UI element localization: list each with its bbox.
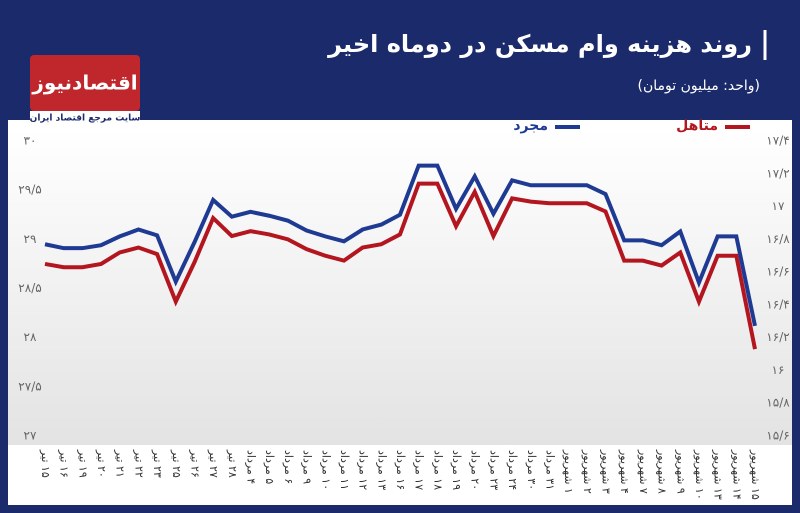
- tagline-box: [30, 111, 140, 125]
- x-tick-label: ۸ شهریور: [656, 449, 669, 494]
- x-tick-label: ۱۶ تیر: [58, 449, 71, 478]
- plot-background: [8, 130, 792, 445]
- y2-tick-label: ۱۶/۲: [766, 330, 789, 344]
- x-tick-label: ۱۹ تیر: [76, 449, 89, 478]
- x-tick-label: ۱۳ شهریور: [712, 449, 725, 500]
- x-tick-label: ۲۵ تیر: [170, 449, 183, 478]
- x-tick-label: ۱۵ تیر: [39, 449, 52, 478]
- x-tick-label: ۱ شهریور: [562, 449, 575, 494]
- y2-tick-label: ۱۶/۶: [766, 265, 789, 279]
- x-tick-label: ۳۱ مرداد: [543, 450, 556, 490]
- x-tick-label: ۱۵ شهریور: [749, 449, 762, 500]
- series-line: [44, 163, 757, 327]
- x-tick-label: ۱۹ مرداد: [450, 450, 463, 490]
- y-tick-label: ۲۸: [24, 330, 37, 344]
- x-tick-label: ۴ مرداد: [245, 450, 258, 484]
- y2-tick-label: ۱۷/۴: [766, 134, 789, 148]
- y2-tick-label: ۱۷: [772, 199, 785, 213]
- x-tick-label: ۲۸ تیر: [226, 449, 239, 478]
- x-tick-label: ۹ شهریور: [674, 449, 687, 494]
- x-tick-label: ۳ شهریور: [600, 449, 613, 494]
- x-tick-label: ۶ مرداد: [282, 450, 295, 484]
- x-tick-label: ۹ مرداد: [301, 450, 314, 484]
- x-tick-label: ۲۷ تیر: [207, 449, 220, 478]
- y2-tick-label: ۱۶/۸: [766, 232, 790, 246]
- y-tick-label: ۲۹: [24, 232, 37, 246]
- legend-label: مجرد: [513, 118, 548, 134]
- x-tick-label: ۱۱ مرداد: [338, 450, 351, 490]
- x-tick-label: ۵ مرداد: [263, 450, 276, 484]
- x-tick-label: ۲ شهریور: [581, 449, 594, 494]
- x-tick-label: ۲۴ مرداد: [506, 450, 519, 490]
- x-tick-label: ۱۳ مرداد: [375, 450, 388, 490]
- x-tick-label: ۱۴ شهریور: [730, 449, 743, 500]
- y2-tick-label: ۱۷/۲: [766, 166, 789, 180]
- x-tick-label: ۴ شهریور: [618, 449, 631, 494]
- y2-tick-label: ۱۶: [772, 363, 785, 377]
- x-tick-label: ۳۰ مرداد: [525, 450, 538, 490]
- x-tick-label: ۲۰ مرداد: [469, 450, 482, 490]
- series-line: [44, 181, 757, 350]
- x-tick-label: ۲۶ تیر: [188, 449, 201, 478]
- y-tick-label: ۳۰: [24, 134, 37, 148]
- y2-tick-label: ۱۵/۸: [766, 396, 790, 410]
- tagline: سایت مرجع اقتصاد ایران: [30, 114, 141, 124]
- y2-tick-label: ۱۵/۶: [766, 429, 789, 443]
- x-tick-label: ۱۶ مرداد: [394, 450, 407, 490]
- logo-box: [30, 55, 140, 111]
- x-tick-label: ۲۱ تیر: [114, 449, 127, 478]
- legend-label: متاهل: [676, 118, 718, 134]
- y-tick-label: ۲۸/۵: [18, 281, 41, 295]
- chart-subtitle: (واحد: میلیون تومان): [638, 78, 760, 94]
- x-tick-label: ۲۳ مرداد: [487, 450, 500, 490]
- y-tick-label: ۲۹/۵: [18, 183, 41, 197]
- logo: اقتصادنیوز: [31, 71, 137, 95]
- y-tick-label: ۲۷: [24, 429, 37, 443]
- x-tick-label: ۱۷ مرداد: [413, 450, 426, 490]
- x-tick-label: ۱۰ مرداد: [319, 450, 332, 490]
- x-tick-label: ۲۰ تیر: [95, 449, 108, 478]
- y2-tick-label: ۱۶/۴: [766, 297, 789, 311]
- x-tick-label: ۲۳ تیر: [151, 449, 164, 478]
- chart-title: روند هزینه وام مسکن در دوماه اخیر: [327, 30, 752, 58]
- x-tick-label: ۱۲ مرداد: [357, 450, 370, 490]
- x-tick-label: ۱۸ مرداد: [431, 450, 444, 490]
- y-tick-label: ۲۷/۵: [18, 379, 41, 393]
- x-tick-label: ۱۰ شهریور: [693, 449, 706, 500]
- x-tick-label: ۷ شهریور: [637, 449, 650, 494]
- x-tick-label: ۲۲ تیر: [132, 449, 145, 478]
